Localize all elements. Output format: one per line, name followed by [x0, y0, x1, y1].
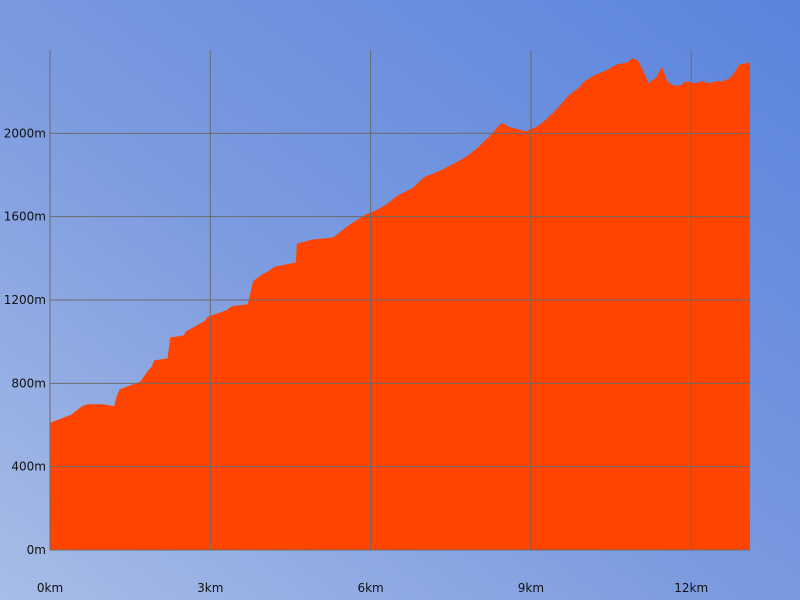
x-tick-label: 9km	[518, 581, 544, 595]
elevation-area-series-0	[50, 58, 750, 551]
y-tick-label: 800m	[11, 376, 46, 390]
y-tick-label: 0m	[27, 543, 46, 557]
y-tick-label: 2000m	[4, 126, 46, 140]
x-tick-label: 3km	[197, 581, 223, 595]
tick-label-layer: 0km 3km 6km 9km 12km 0m 400m 800m 1200m 1600m 2000…	[4, 126, 708, 595]
area-layer	[50, 58, 750, 551]
y-tick-label: 1600m	[4, 210, 46, 224]
y-tick-label: 400m	[11, 460, 46, 474]
x-tick-label: 6km	[357, 581, 383, 595]
y-tick-label: 1200m	[4, 293, 46, 307]
x-tick-label: 12km	[674, 581, 708, 595]
grid-layer	[49, 50, 750, 551]
x-tick-label: 0km	[37, 581, 63, 595]
